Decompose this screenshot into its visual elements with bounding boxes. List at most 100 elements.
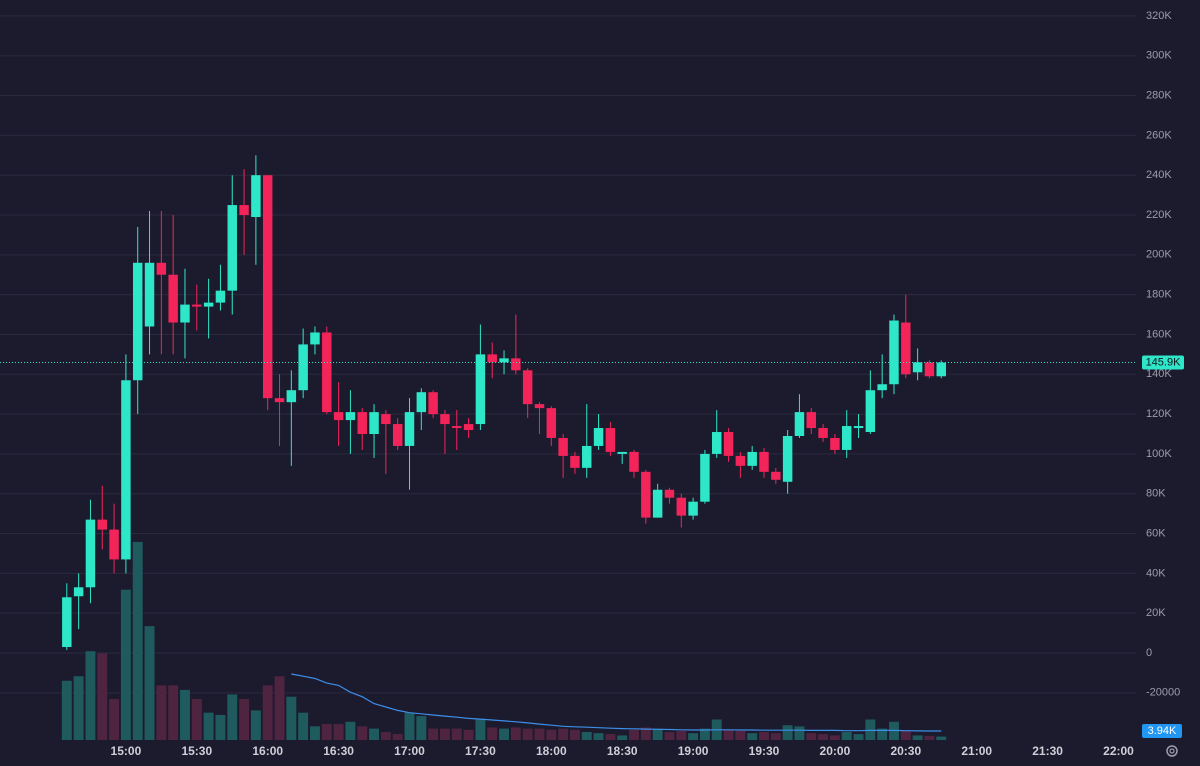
volume-bar — [369, 728, 380, 740]
y-tick-label: 120K — [1146, 408, 1172, 420]
y-tick-label: 160K — [1146, 328, 1172, 340]
candle-body — [570, 455, 580, 468]
candle-body — [522, 370, 533, 405]
volume-bar — [191, 699, 202, 740]
y-tick-label: 80K — [1146, 488, 1166, 500]
volume-bar — [699, 728, 710, 740]
settings-icon[interactable] — [1166, 745, 1178, 757]
volume-bar — [605, 734, 616, 740]
candle-body — [593, 428, 604, 446]
volume-bar — [900, 730, 911, 740]
candle-body — [357, 412, 367, 435]
x-tick-label: 17:00 — [394, 744, 425, 758]
x-tick-label: 22:00 — [1103, 744, 1134, 758]
candle-body — [652, 489, 663, 518]
volume-bar — [593, 733, 604, 740]
volume-bar — [782, 725, 793, 740]
volume-bar — [676, 730, 687, 740]
volume-bar — [428, 728, 439, 740]
candle-body — [156, 262, 167, 275]
y-tick-label: 60K — [1146, 527, 1166, 539]
candle-body — [747, 451, 757, 466]
candle-body — [889, 320, 899, 385]
y-tick-label: 140K — [1146, 368, 1172, 380]
candle-body — [712, 432, 722, 454]
volume-bar — [416, 716, 427, 740]
x-tick-label: 15:30 — [181, 744, 212, 758]
candle-body — [274, 398, 285, 403]
volume-bar — [510, 727, 521, 740]
candle-body — [853, 426, 864, 429]
candle-body — [794, 412, 805, 436]
candle-body — [227, 205, 237, 291]
volume-bar — [581, 732, 592, 740]
candle-body — [936, 362, 946, 377]
candle-body — [629, 451, 639, 472]
candle-body — [700, 453, 710, 502]
candles — [0, 155, 1136, 651]
volume-bar — [298, 712, 309, 740]
axes: 320K 300K 280K 260K 240K 220K 200K 180K 160K 140K… — [111, 10, 1184, 758]
candle-body — [168, 274, 178, 323]
candle-body — [144, 262, 155, 327]
volume-bar — [262, 685, 273, 740]
y-tick-label: 240K — [1146, 169, 1172, 181]
volume-marker-label: 3.94K — [1148, 725, 1177, 737]
volume-bar — [499, 728, 509, 740]
volume-bar — [451, 728, 462, 740]
candle-body — [818, 428, 828, 438]
y-tick-label: 320K — [1146, 10, 1172, 22]
price-marker-label: 145.9K — [1146, 356, 1182, 368]
volume-bar — [61, 680, 72, 740]
candle-body — [322, 332, 332, 413]
y-tick-label: 220K — [1146, 209, 1172, 221]
x-tick-label: 20:30 — [890, 744, 921, 758]
candle-body — [735, 455, 746, 466]
volume-bar — [723, 729, 734, 740]
candle-body — [85, 519, 96, 588]
candle-body — [475, 354, 486, 425]
gear-outer — [1166, 745, 1178, 757]
candle-body — [782, 435, 793, 482]
volume-bar — [380, 732, 391, 740]
volume-bar — [558, 728, 569, 740]
volume-bar — [617, 735, 628, 740]
volume-bar — [865, 719, 876, 740]
volume-bar — [688, 733, 699, 740]
candle-body — [132, 262, 143, 381]
candle-body — [511, 358, 521, 371]
volume-bar — [936, 736, 947, 740]
y-tick-label: 100K — [1146, 448, 1172, 460]
candle-body — [251, 175, 261, 218]
candle-body — [688, 501, 698, 516]
x-tick-label: 16:00 — [252, 744, 283, 758]
candle-body — [298, 344, 308, 391]
candle-body — [73, 587, 84, 597]
volume-bar — [534, 728, 545, 740]
x-tick-label: 20:00 — [820, 744, 851, 758]
x-tick-label: 21:00 — [961, 744, 992, 758]
volume-bar — [310, 726, 320, 740]
y-tick-label: 0 — [1146, 647, 1152, 659]
y-tick-label: 300K — [1146, 50, 1172, 62]
candle-body — [109, 529, 119, 560]
volume-bar — [321, 724, 332, 740]
volume-bar — [806, 733, 817, 740]
candle-body — [901, 322, 911, 375]
candle-body — [392, 424, 403, 446]
candle-body — [830, 437, 840, 450]
volume-bar — [357, 726, 368, 740]
y-tick-label: 200K — [1146, 249, 1172, 261]
x-tick-label: 17:30 — [465, 744, 496, 758]
volume-bar — [652, 728, 663, 740]
volume-bar — [120, 589, 131, 740]
candle-body — [62, 597, 72, 648]
volume-pane — [61, 541, 947, 740]
volume-bar — [345, 721, 356, 740]
volume-bar — [569, 729, 580, 740]
y-tick-label: 20K — [1146, 607, 1166, 619]
volume-bar — [180, 689, 190, 740]
volume-bar — [522, 728, 533, 740]
y-tick-label: 260K — [1146, 129, 1172, 141]
